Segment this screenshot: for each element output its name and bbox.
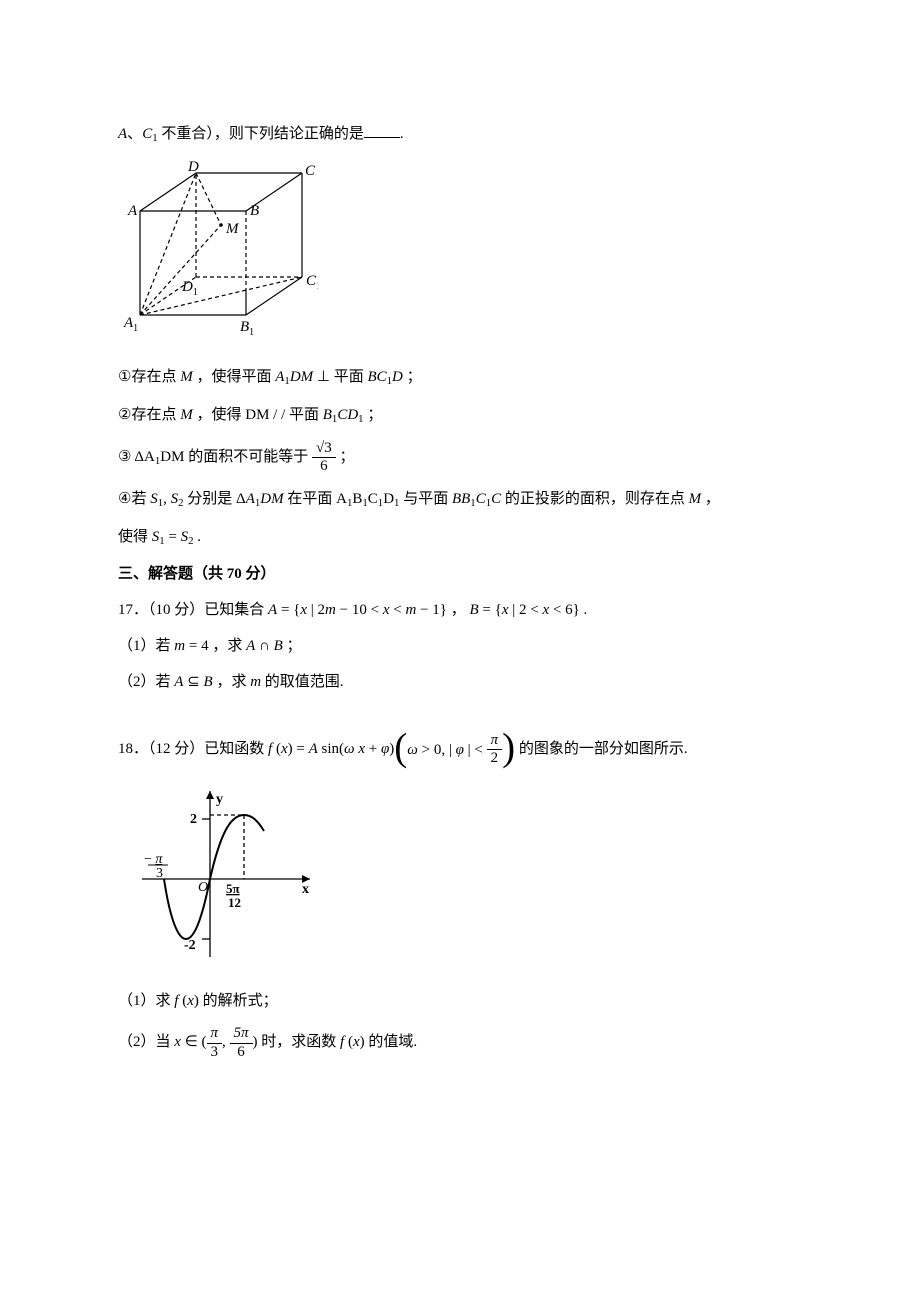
cube-figure: A B C D A1 B1 C1 D1 M xyxy=(118,159,820,353)
statement-2: ②存在点 M ，使得 DM / / 平面 B1CD1 ； xyxy=(118,403,820,428)
statement-3: ③ ΔA1DM 的面积不可能等于 √36 ； xyxy=(118,440,820,476)
label-D1: D1 xyxy=(181,279,198,298)
statement-1: ①存在点 M ，使得平面 A1DM ⊥ 平面 BC1D ； xyxy=(118,365,820,390)
q17-part2: （2）若 A ⊆ B ，求 m 的取值范围. xyxy=(118,670,820,694)
label-B: B xyxy=(250,203,259,219)
label-C1: C1 xyxy=(306,273,318,292)
ytick-neg2: -2 xyxy=(184,938,196,953)
sine-figure: y x 2 -2 O − π 3 5π 12 xyxy=(124,779,820,977)
xlabel-pos-num: 5π xyxy=(226,881,240,896)
ytick-2: 2 xyxy=(190,812,197,827)
origin-label: O xyxy=(198,880,208,895)
statement-4-line2: 使得 S1 = S2 . xyxy=(118,525,820,550)
label-M: M xyxy=(225,221,240,237)
xlabel-pos-den: 12 xyxy=(228,895,241,910)
label-D: D xyxy=(187,159,199,175)
q18-part1: （1）求 f (x) 的解析式； xyxy=(118,989,820,1013)
xlabel-neg: − π 3 xyxy=(144,852,166,881)
q18-part2: （2）当 x ∈ (π3, 5π6) 时，求函数 f (x) 的值域. xyxy=(118,1025,820,1061)
answer-blank xyxy=(364,122,400,138)
intro-line: A、C1 不重合），则下列结论正确的是. xyxy=(118,122,820,147)
label-A: A xyxy=(127,203,138,219)
section-3-heading: 三、解答题（共 70 分） xyxy=(118,562,820,586)
statement-4-line1: ④若 S1, S2 分别是 ΔA1DM 在平面 A1B1C1D1 与平面 BB1… xyxy=(118,487,820,512)
label-B1: B1 xyxy=(240,319,254,338)
label-A1: A1 xyxy=(123,315,138,334)
axis-y-label: y xyxy=(216,792,223,807)
axis-x-label: x xyxy=(302,882,309,897)
q18-stem: 18．（12 分）已知函数 f (x) = A sin(ω x + φ)(ω >… xyxy=(118,732,820,768)
q17-part1: （1）若 m = 4 ，求 A ∩ B ； xyxy=(118,634,820,658)
q17-stem: 17．（10 分）已知集合 A = {x | 2m − 10 < x < m −… xyxy=(118,598,820,622)
label-C: C xyxy=(305,163,316,179)
